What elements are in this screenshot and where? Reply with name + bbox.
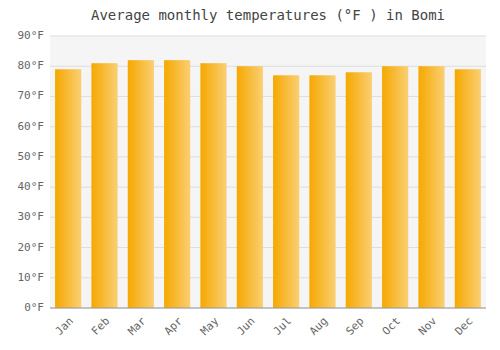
y-tick-label: 40°F	[18, 180, 45, 193]
x-tick-label: Sep	[343, 315, 366, 338]
y-tick-label: 60°F	[18, 120, 45, 133]
x-tick-label: Dec	[452, 315, 475, 338]
x-tick-label: May	[198, 314, 222, 338]
x-axis-line	[50, 308, 486, 309]
x-tick-label: Nov	[416, 314, 440, 338]
x-tick-label: Oct	[380, 315, 403, 338]
x-tick-label: Feb	[89, 315, 112, 338]
bar	[164, 60, 190, 308]
chart: 0°F 10°F 20°F 30°F 40°F 50°F 60°F 70°F 80°F 90°F J…	[0, 0, 500, 350]
grid-line	[50, 36, 486, 37]
title: Average monthly temperatures (°F ) in Bo…	[91, 7, 445, 23]
y-tick-label: 30°F	[18, 210, 45, 223]
bar	[91, 63, 117, 308]
x-tick-label: Apr	[162, 314, 186, 338]
grid-line	[50, 308, 486, 309]
x-tick-label: Jul	[271, 315, 294, 338]
y-tick-label: 90°F	[18, 29, 45, 42]
bar	[273, 75, 299, 308]
chart-container: 0°F 10°F 20°F 30°F 40°F 50°F 60°F 70°F 80°F 90°F J…	[0, 0, 500, 350]
y-tick-label: 10°F	[18, 271, 45, 284]
bar	[382, 66, 408, 308]
y-tick-label: 50°F	[18, 150, 45, 163]
bars	[55, 60, 481, 308]
grid	[50, 36, 486, 308]
x-tick-label: Mar	[125, 314, 149, 338]
y-tick-label: 0°F	[24, 301, 44, 314]
bar	[455, 69, 481, 308]
bar	[55, 69, 81, 308]
bar	[309, 75, 335, 308]
bar	[237, 66, 263, 308]
bar	[128, 60, 154, 308]
y-tick-label: 20°F	[18, 241, 45, 254]
bar	[200, 63, 226, 308]
y-tick-label: 80°F	[18, 59, 45, 72]
x-tick-label: Jan	[53, 315, 76, 338]
x-tick-label: Jun	[234, 315, 257, 338]
bar	[346, 72, 372, 308]
plot-background	[50, 36, 486, 308]
y-tick-label: 70°F	[18, 89, 45, 102]
x-tick-label: Aug	[307, 315, 330, 338]
bar	[418, 66, 444, 308]
